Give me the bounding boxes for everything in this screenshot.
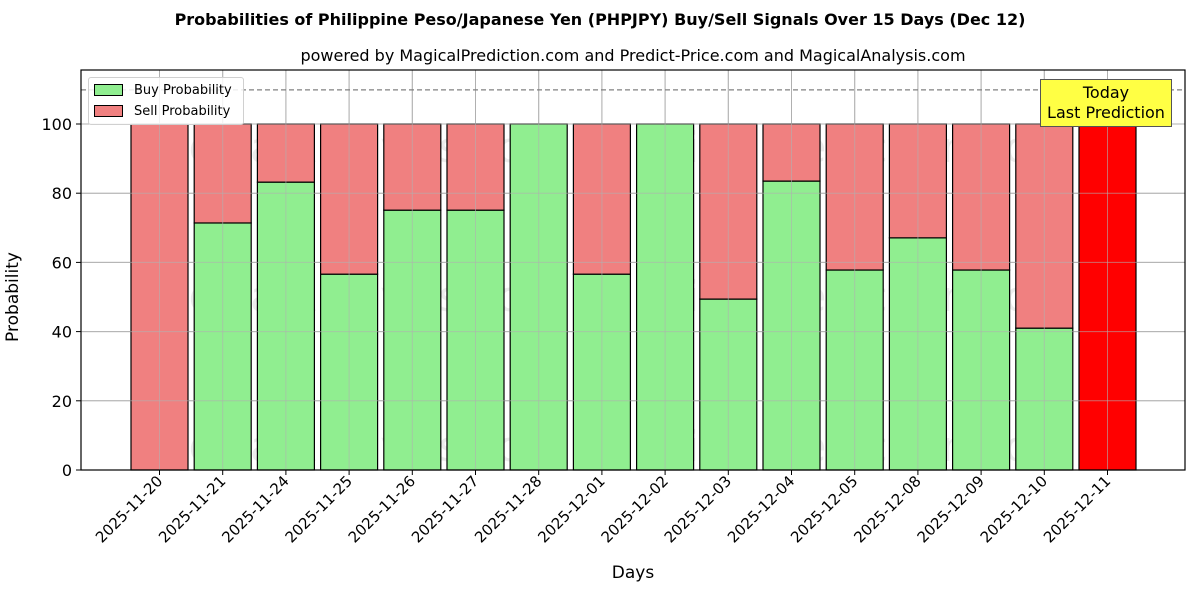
x-tick-label: 2025-12-11 [1040, 472, 1114, 546]
x-tick-label: 2025-12-08 [850, 472, 924, 546]
x-tick-label: 2025-11-25 [282, 472, 356, 546]
y-tick-label: 0 [62, 461, 72, 480]
legend-buy-label: Buy Probability [134, 82, 232, 98]
x-tick-label: 2025-12-10 [977, 472, 1051, 546]
y-tick-label: 60 [52, 253, 72, 272]
buy-swatch-icon [94, 84, 123, 96]
legend-item-buy: Buy Probability [94, 82, 232, 98]
annotation-line-1: Today [1082, 83, 1130, 102]
x-tick-label: 2025-12-05 [787, 472, 861, 546]
x-tick-label: 2025-12-09 [914, 472, 988, 546]
legend: Buy Probability Sell Probability [88, 77, 244, 125]
today-annotation: Today Last Prediction [1040, 79, 1172, 127]
legend-item-sell: Sell Probability [94, 103, 230, 119]
annotation-line-2: Last Prediction [1047, 103, 1165, 122]
bar-group-2025-12-01 [572, 123, 632, 471]
x-tick-label: 2025-11-27 [408, 472, 482, 546]
x-tick-label: 2025-12-02 [598, 472, 672, 546]
x-axis-label: Days [611, 563, 655, 583]
x-tick-label: 2025-11-21 [155, 472, 229, 546]
y-tick-label: 20 [52, 392, 72, 411]
chart-title: Probabilities of Philippine Peso/Japanes… [174, 10, 1026, 29]
y-tick-label: 100 [41, 115, 72, 134]
x-tick-label: 2025-12-04 [724, 472, 798, 546]
y-tick-label: 40 [52, 323, 72, 342]
x-tick-label: 2025-11-26 [345, 472, 419, 546]
x-tick-label: 2025-11-24 [218, 472, 292, 546]
x-tick-label: 2025-11-28 [471, 472, 545, 546]
axes-frame [80, 69, 1186, 471]
x-tick-label: 2025-11-20 [92, 472, 166, 546]
x-tick-label: 2025-12-03 [661, 472, 735, 546]
x-tick-label: 2025-12-01 [534, 472, 608, 546]
legend-sell-label: Sell Probability [134, 103, 231, 119]
y-tick-label: 80 [52, 184, 72, 203]
sell-swatch-icon [94, 105, 123, 117]
chart-subtitle: powered by MagicalPrediction.com and Pre… [300, 46, 966, 65]
